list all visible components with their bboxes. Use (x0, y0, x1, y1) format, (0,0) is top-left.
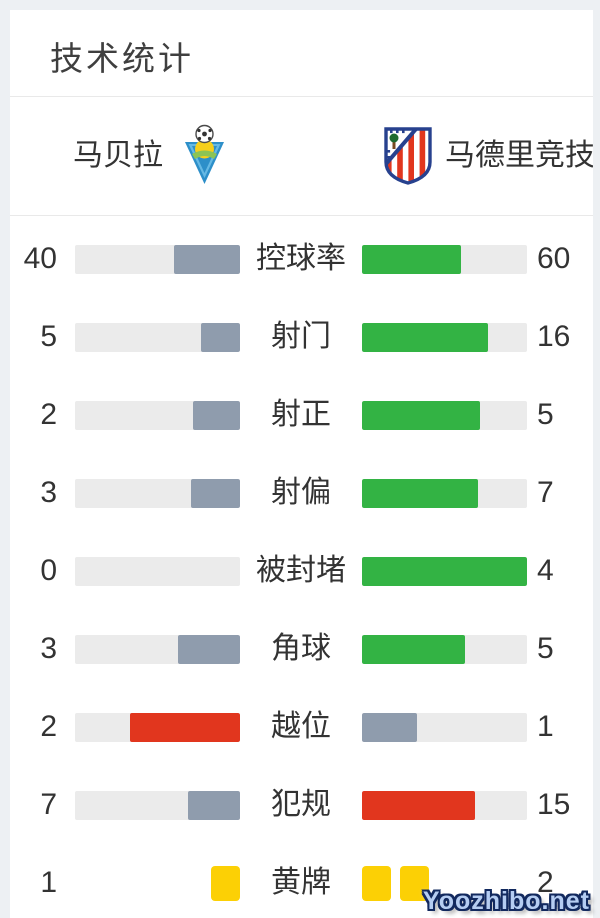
home-value: 0 (40, 554, 57, 587)
away-bar-track (362, 400, 527, 430)
away-bar-track (362, 634, 527, 664)
stat-row-yellow-cards: 1 黄牌 2 (10, 844, 593, 918)
away-value: 2 (537, 866, 554, 899)
home-bar-track (75, 556, 240, 586)
stats-panel: 技术统计 马贝拉 (10, 10, 593, 918)
stat-label: 射门 (271, 320, 331, 353)
away-bar-fill (362, 790, 475, 820)
away-bar-track (362, 244, 527, 274)
stat-row-offsides: 2 越位 1 (10, 688, 593, 766)
home-value: 3 (40, 476, 57, 509)
stat-label: 射偏 (271, 476, 331, 509)
stat-label: 越位 (271, 710, 331, 743)
stat-row-possession: 40 控球率 60 (10, 220, 593, 298)
home-value: 1 (40, 866, 57, 899)
away-bar-track (362, 712, 527, 742)
panel-title: 技术统计 (50, 39, 194, 77)
stat-label: 控球率 (256, 242, 346, 275)
stat-row-shots-off-target: 3 射偏 7 (10, 454, 593, 532)
home-bar-fill (187, 790, 240, 820)
stat-row-shots-on-target: 2 射正 5 (10, 376, 593, 454)
away-bar-fill (362, 712, 417, 742)
home-bar-fill (192, 400, 240, 430)
home-bar-track (75, 634, 240, 664)
stat-row-fouls: 7 犯规 15 (10, 766, 593, 844)
stat-label: 被封堵 (256, 554, 346, 587)
home-bar-fill (190, 478, 240, 508)
away-team-badge-icon (384, 127, 432, 185)
home-bar-track (75, 478, 240, 508)
home-bar-fill (200, 322, 240, 352)
away-bar-fill (362, 634, 466, 664)
home-team: 马贝拉 (73, 124, 228, 188)
home-bar-track (75, 322, 240, 352)
away-bar-fill (362, 478, 478, 508)
home-value: 40 (23, 242, 57, 275)
away-team: 马德里竞技 (383, 126, 593, 186)
home-value: 7 (40, 788, 57, 821)
stat-row-corners: 3 角球 5 (10, 610, 593, 688)
home-value: 3 (40, 632, 57, 665)
away-bar-track (362, 478, 527, 508)
home-bar-fill (178, 634, 240, 664)
away-bar-fill (362, 556, 527, 586)
away-bar-fill (362, 322, 488, 352)
away-value: 5 (537, 632, 554, 665)
stat-label: 黄牌 (271, 866, 331, 899)
stat-row-shots: 5 射门 16 (10, 298, 593, 376)
stat-label: 射正 (271, 398, 331, 431)
home-team-badge-icon (185, 124, 224, 184)
home-value: 2 (40, 398, 57, 431)
away-bar-track (362, 790, 527, 820)
yellow-card-icon (400, 865, 429, 901)
away-value: 7 (537, 476, 554, 509)
yellow-card-icon (211, 865, 240, 901)
away-team-name: 马德里竞技 (445, 139, 593, 172)
team-header-row: 马贝拉 (10, 97, 593, 216)
away-value: 16 (537, 320, 571, 353)
away-bar-fill (362, 400, 480, 430)
stat-label: 角球 (271, 632, 331, 665)
home-bar-track (75, 712, 240, 742)
away-bar-track (362, 322, 527, 352)
home-team-name: 马贝拉 (73, 139, 163, 172)
home-bar-track (75, 400, 240, 430)
stats-rows: 40 控球率 60 5 射门 16 2 射正 5 3 射偏 7 (10, 216, 593, 918)
stat-row-blocked: 0 被封堵 4 (10, 532, 593, 610)
stat-label: 犯规 (271, 788, 331, 821)
away-value: 60 (537, 242, 571, 275)
panel-header: 技术统计 (10, 10, 593, 97)
away-yellow-cards (362, 865, 527, 901)
home-bar-track (75, 244, 240, 274)
home-value: 5 (40, 320, 57, 353)
home-bar-fill (130, 712, 240, 742)
away-value: 4 (537, 554, 554, 587)
home-value: 2 (40, 710, 57, 743)
away-value: 15 (537, 788, 571, 821)
away-bar-fill (362, 244, 461, 274)
away-value: 5 (537, 398, 554, 431)
site-watermark: Yoozhibo.net (422, 887, 590, 915)
home-bar-track (75, 790, 240, 820)
home-bar-fill (174, 244, 240, 274)
away-value: 1 (537, 710, 554, 743)
away-bar-track (362, 556, 527, 586)
home-yellow-cards (75, 865, 240, 901)
yellow-card-icon (362, 865, 391, 901)
